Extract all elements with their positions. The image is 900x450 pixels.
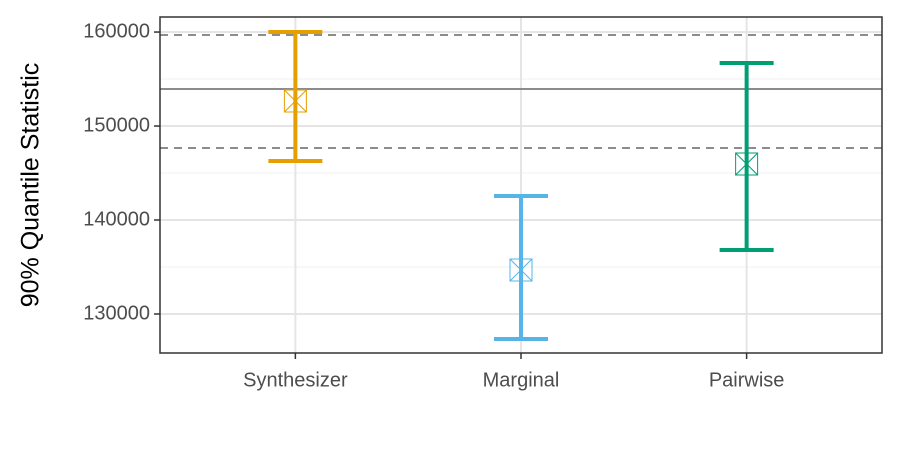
x-tick-label: Synthesizer xyxy=(243,369,348,391)
point xyxy=(509,258,533,282)
y-tick-label: 130000 xyxy=(83,302,150,324)
x-tick-label: Pairwise xyxy=(709,369,785,391)
x-tick-label: Marginal xyxy=(483,369,560,391)
point xyxy=(283,89,307,113)
point xyxy=(735,152,759,176)
y-axis-label: 90% Quantile Statistic xyxy=(17,63,45,308)
y-tick-label: 150000 xyxy=(83,114,150,136)
y-tick-label: 140000 xyxy=(83,208,150,230)
y-tick-label: 160000 xyxy=(83,20,150,42)
plot-border xyxy=(159,16,883,354)
